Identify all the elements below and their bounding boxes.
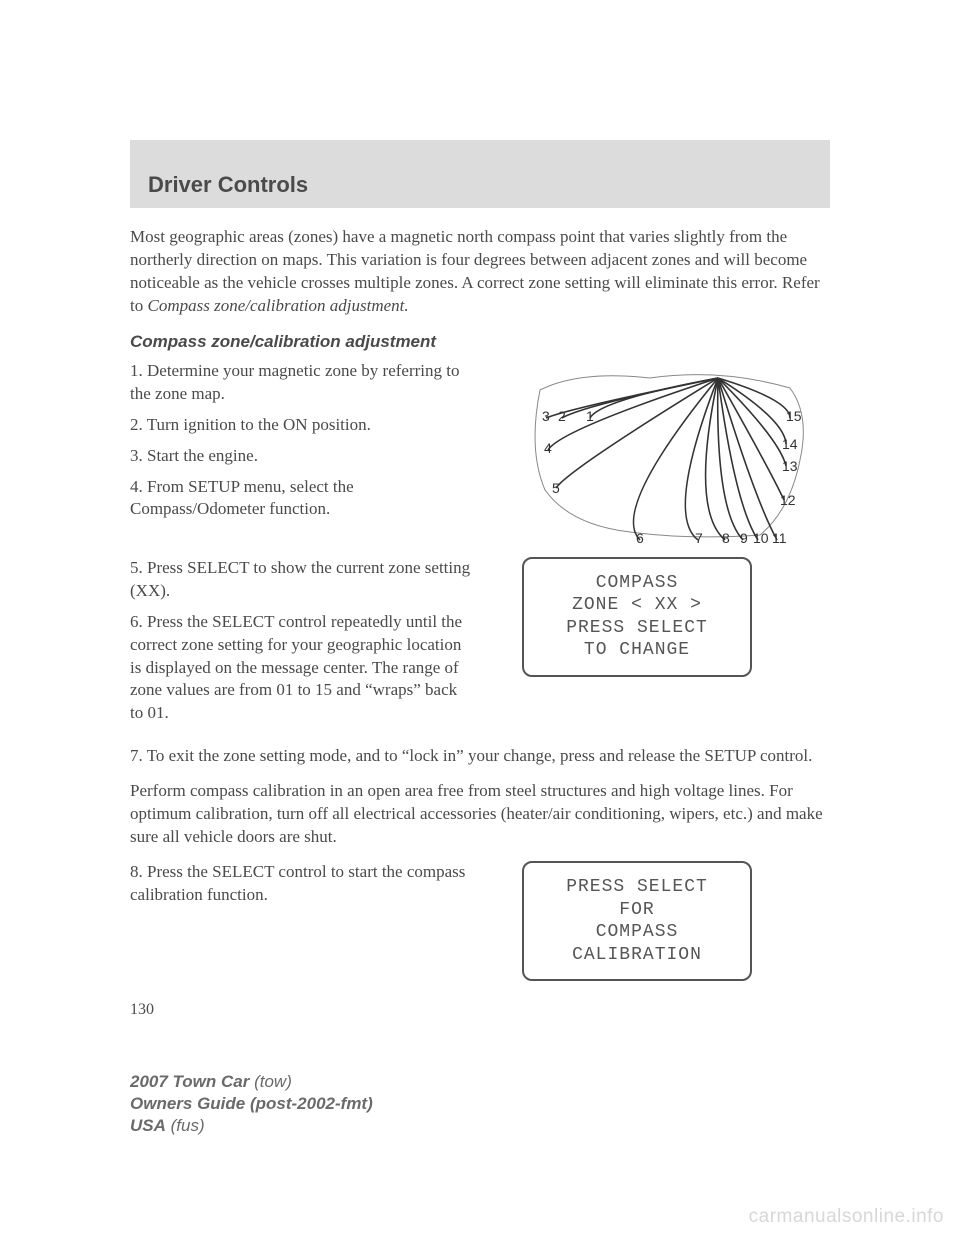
zone-label-2: 2 [558,408,566,424]
calibration-note: Perform compass calibration in an open a… [130,780,830,849]
section-title: Driver Controls [148,172,812,198]
footer-line-1: 2007 Town Car (tow) [130,1071,373,1093]
display-compass-zone: COMPASS ZONE < XX > PRESS SELECT TO CHAN… [522,557,752,677]
step-8: 8. Press the SELECT control to start the… [130,861,472,907]
step-5: 5. Press SELECT to show the current zone… [130,557,472,603]
step-6: 6. Press the SELECT control repeatedly u… [130,611,472,726]
zone-label-4: 4 [544,440,552,456]
display2-line2: FOR [619,899,654,922]
zone-label-10: 10 [753,530,769,546]
zone-label-3: 3 [542,408,550,424]
zone-label-7: 7 [695,530,703,546]
step-4: 4. From SETUP menu, select the Compass/O… [130,476,472,522]
display-1-container: COMPASS ZONE < XX > PRESS SELECT TO CHAN… [490,557,830,734]
block-1-row: 1. Determine your magnetic zone by refer… [130,360,830,545]
footer-model: 2007 Town Car [130,1072,249,1091]
zone-map-container: 1 2 3 4 5 6 7 8 9 10 11 12 13 14 15 [490,360,830,545]
zone-lines [546,378,790,540]
zone-map-svg [490,360,830,545]
display1-line3: PRESS SELECT [566,617,708,640]
block-3-text: 8. Press the SELECT control to start the… [130,861,472,981]
zone-label-6: 6 [636,530,644,546]
display-2-container: PRESS SELECT FOR COMPASS CALIBRATION [490,861,830,981]
zone-label-5: 5 [552,480,560,496]
display2-line1: PRESS SELECT [566,876,708,899]
footer-region: USA [130,1116,166,1135]
section-header-band: Driver Controls [130,140,830,208]
footer-block: 2007 Town Car (tow) Owners Guide (post-2… [130,1071,373,1137]
zone-label-1: 1 [586,408,594,424]
zone-label-12: 12 [780,492,796,508]
footer-region-suffix: (fus) [166,1116,205,1135]
footer-guide: Owners Guide (post-2002-fmt) [130,1093,373,1115]
map-outline [535,374,803,536]
zone-label-15: 15 [786,408,802,424]
block-2-row: 5. Press SELECT to show the current zone… [130,557,830,734]
zone-label-11: 11 [772,530,787,546]
zone-label-13: 13 [782,458,798,474]
page-number: 130 [130,1001,830,1019]
zone-label-8: 8 [722,530,730,546]
display1-line1: COMPASS [596,572,679,595]
intro-paragraph: Most geographic areas (zones) have a mag… [130,226,830,318]
step-3: 3. Start the engine. [130,445,472,468]
step-7: 7. To exit the zone setting mode, and to… [130,745,830,768]
footer-line-3: USA (fus) [130,1115,373,1137]
display2-line3: COMPASS [596,921,679,944]
step-1: 1. Determine your magnetic zone by refer… [130,360,472,406]
watermark: carmanualsonline.info [749,1206,944,1228]
display1-line2: ZONE < XX > [572,594,702,617]
subheading: Compass zone/calibration adjustment [130,332,830,352]
display2-line4: CALIBRATION [572,944,702,967]
display1-line4: TO CHANGE [584,639,690,662]
block-1-text: 1. Determine your magnetic zone by refer… [130,360,472,545]
footer-model-suffix: (tow) [249,1072,292,1091]
block-3-row: 8. Press the SELECT control to start the… [130,861,830,981]
zone-label-9: 9 [740,530,748,546]
zone-label-14: 14 [782,436,798,452]
display-calibration: PRESS SELECT FOR COMPASS CALIBRATION [522,861,752,981]
intro-italic-ref: Compass zone/calibration adjustment. [147,296,408,315]
step-2: 2. Turn ignition to the ON position. [130,414,472,437]
zone-map-diagram: 1 2 3 4 5 6 7 8 9 10 11 12 13 14 15 [490,360,830,545]
page-container: Driver Controls Most geographic areas (z… [0,0,960,1019]
block-2-text: 5. Press SELECT to show the current zone… [130,557,472,734]
